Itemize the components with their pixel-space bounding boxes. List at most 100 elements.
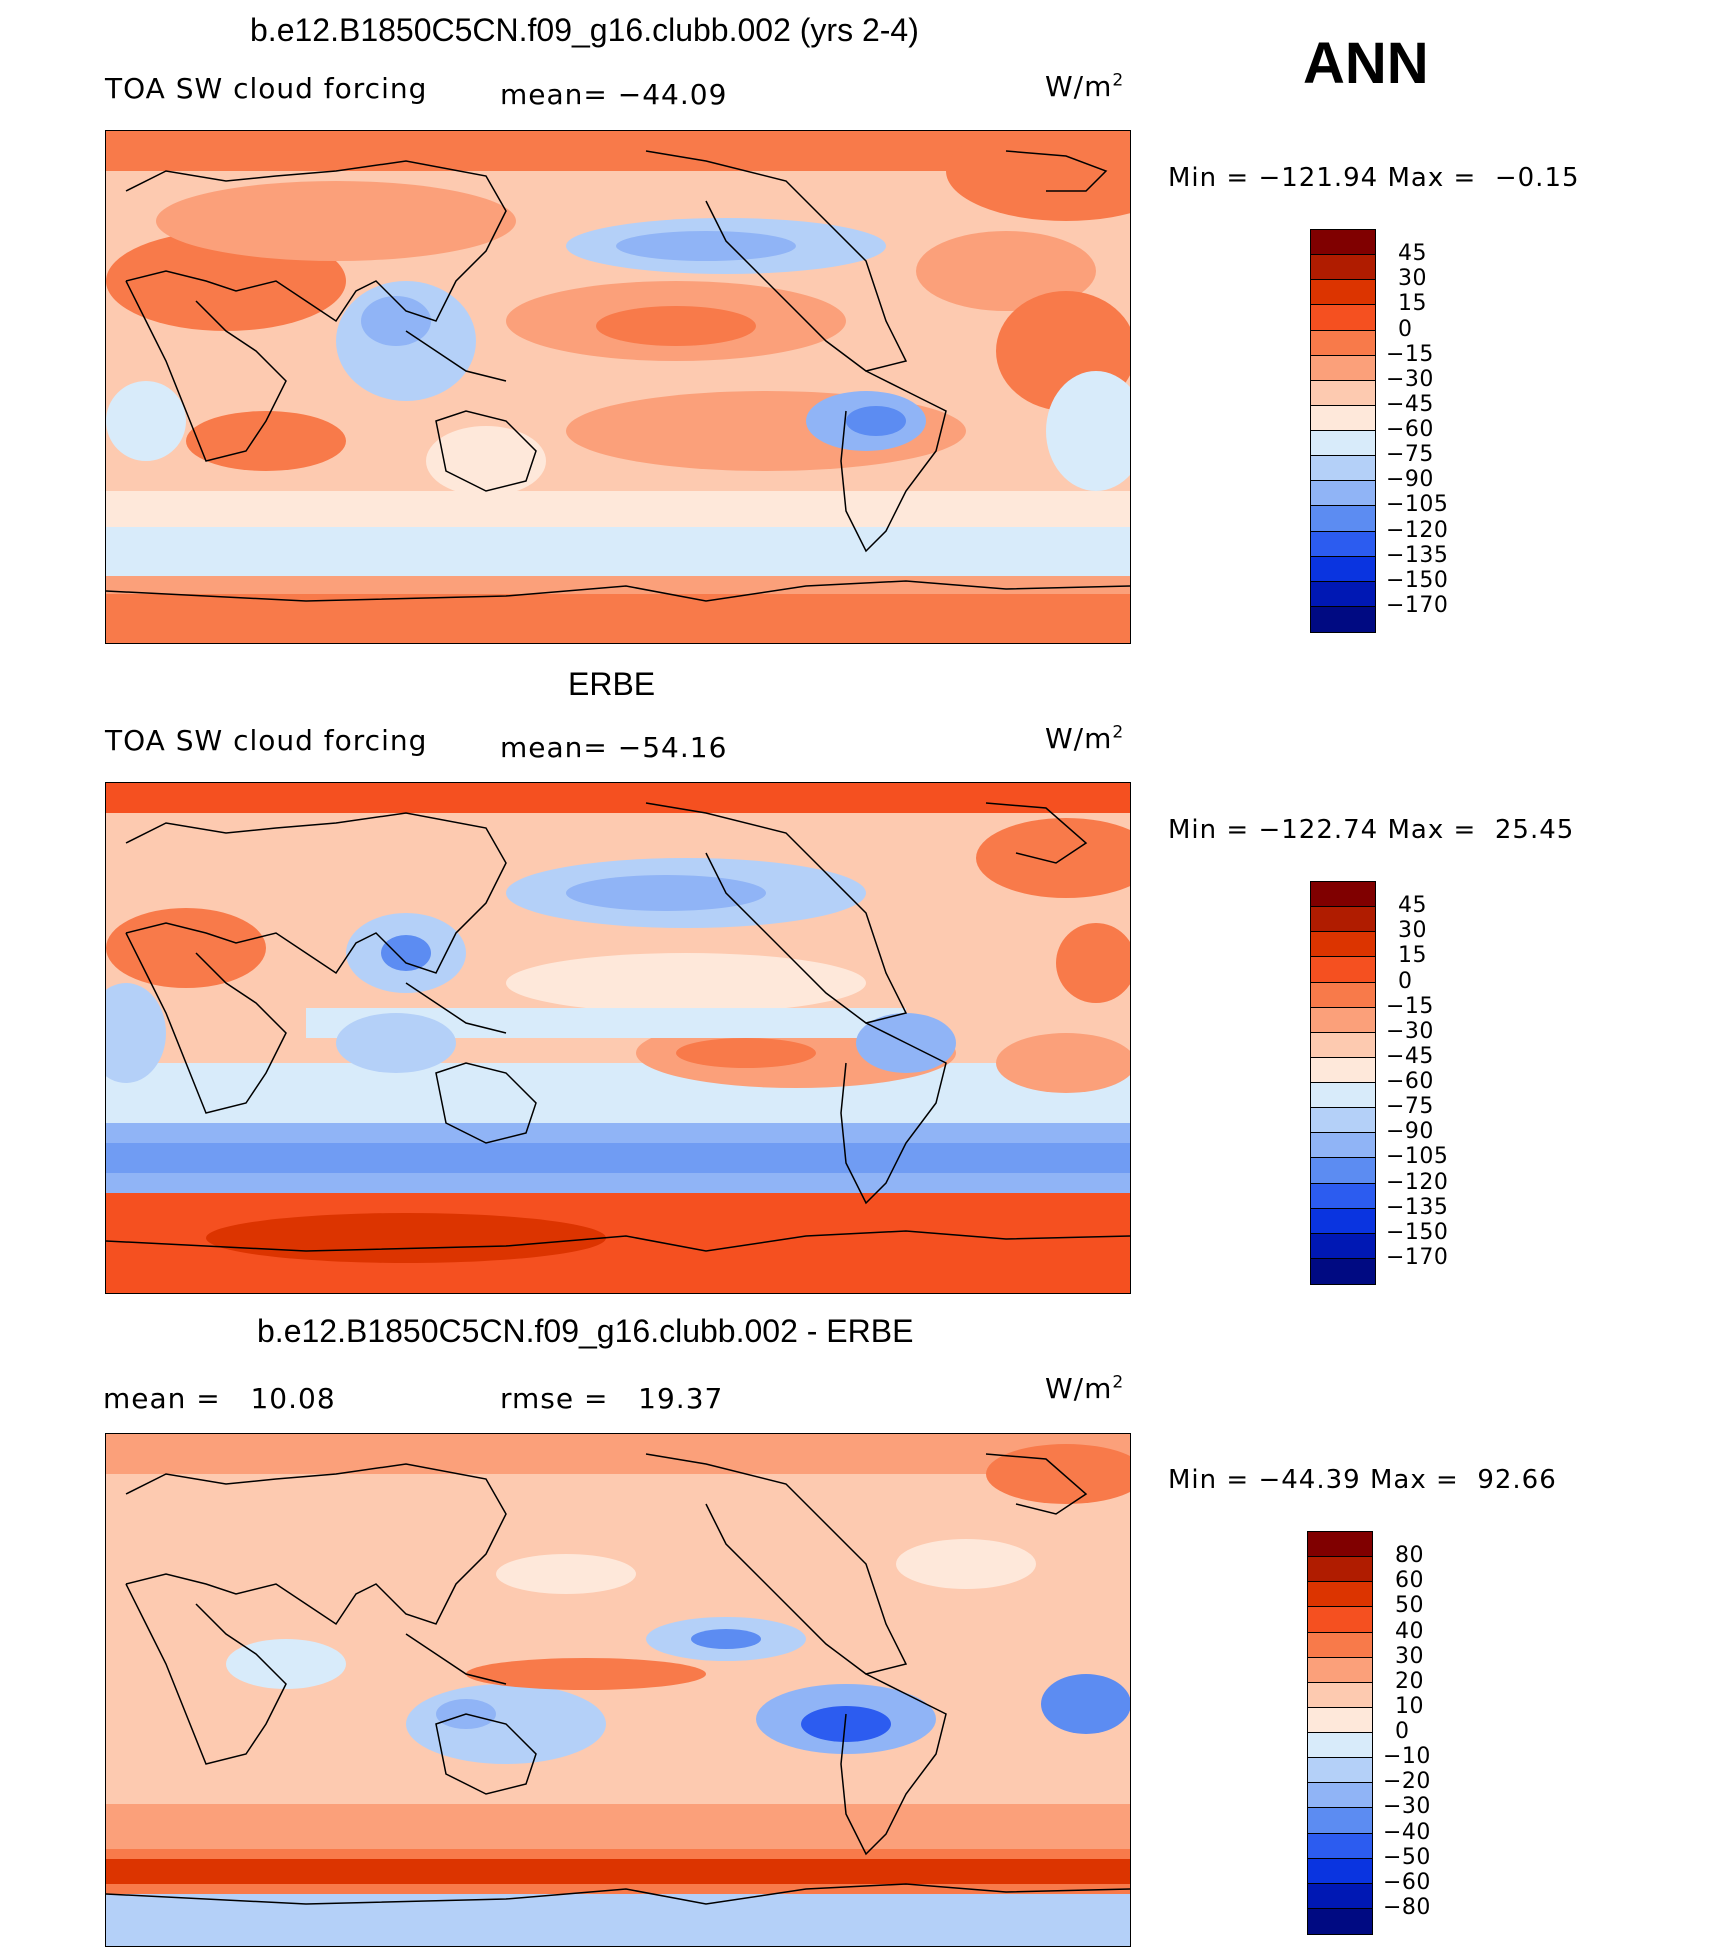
colorbar-swatch [1308, 1557, 1372, 1583]
colorbar-swatch [1311, 1032, 1375, 1058]
colorbar-level-label: −120 [1386, 1169, 1449, 1195]
colorbar-swatch [1311, 1007, 1375, 1033]
colorbar-swatch [1311, 556, 1375, 582]
panel2-minmax: Min = −122.74 Max = 25.45 [1168, 815, 1575, 845]
colorbar-swatch [1311, 531, 1375, 557]
panel3-rmse: rmse = 19.37 [500, 1382, 724, 1415]
panel2-mean: mean= −54.16 [500, 731, 728, 764]
colorbar-swatch [1311, 481, 1375, 507]
colorbar-level-label: −50 [1383, 1844, 1431, 1870]
colorbar-level-label: −20 [1383, 1769, 1431, 1795]
colorbar-level-label: −105 [1386, 1144, 1449, 1170]
colorbar-level-label: 60 [1395, 1568, 1424, 1594]
colorbar-level-label: −75 [1386, 442, 1434, 468]
colorbar-swatch [1311, 431, 1375, 457]
colorbar-swatch [1308, 1758, 1372, 1784]
colorbar-swatch [1311, 330, 1375, 356]
colorbar-level-label: −60 [1383, 1869, 1431, 1895]
colorbar-swatch [1311, 1208, 1375, 1234]
panel1-variable: TOA SW cloud forcing [105, 72, 428, 105]
colorbar-swatch [1311, 380, 1375, 406]
colorbar-level-label: 30 [1395, 1643, 1424, 1669]
colorbar-level-label: 80 [1395, 1543, 1424, 1569]
colorbar-level-label: −80 [1383, 1894, 1431, 1920]
colorbar-swatch [1311, 280, 1375, 306]
panel3-title: b.e12.B1850C5CN.f09_g16.clubb.002 - ERBE [257, 1313, 914, 1349]
colorbar-level-label: −15 [1386, 341, 1434, 367]
colorbar-swatch [1311, 957, 1375, 983]
colorbar-swatch [1311, 1108, 1375, 1134]
colorbar-level-label: −75 [1386, 1094, 1434, 1120]
panel2-title: ERBE [568, 666, 656, 702]
colorbar-swatch [1311, 305, 1375, 331]
colorbar-level-label: 45 [1398, 893, 1427, 919]
colorbar-level-label: −150 [1386, 1219, 1449, 1245]
colorbar-swatch [1311, 982, 1375, 1008]
colorbar-level-label: 0 [1395, 1719, 1410, 1744]
colorbar-level-label: 0 [1398, 316, 1413, 342]
colorbar-swatch [1308, 1682, 1372, 1708]
colorbar-level-label: 30 [1398, 266, 1427, 292]
colorbar-swatch [1308, 1858, 1372, 1884]
colorbar-swatch [1311, 1083, 1375, 1109]
colorbar-level-label: −45 [1386, 391, 1434, 417]
colorbar-swatch [1311, 1183, 1375, 1209]
colorbar-level-label: −135 [1386, 542, 1449, 568]
colorbar-swatch [1308, 1783, 1372, 1809]
panel2-units: W/m2 [1045, 722, 1125, 755]
colorbar-level-label: 30 [1398, 918, 1427, 944]
colorbar-swatch [1308, 1808, 1372, 1834]
colorbar-swatch [1311, 1158, 1375, 1184]
colorbar-swatch [1311, 230, 1375, 256]
colorbar-level-label: 15 [1398, 943, 1427, 969]
panel1-units: W/m2 [1045, 70, 1125, 103]
colorbar-swatch [1308, 1883, 1372, 1909]
colorbar-swatch [1308, 1657, 1372, 1683]
colorbar-level-label: 40 [1395, 1618, 1424, 1644]
colorbar-level-label: 0 [1398, 968, 1413, 994]
colorbar-swatch [1308, 1632, 1372, 1658]
panel2-map [105, 782, 1131, 1294]
colorbar-level-label: −90 [1386, 467, 1434, 493]
colorbar-swatch [1311, 405, 1375, 431]
colorbar-swatch [1311, 1133, 1375, 1159]
colorbar-level-label: 15 [1398, 291, 1427, 317]
colorbar-level-label: −105 [1386, 492, 1449, 518]
colorbar-swatch [1311, 932, 1375, 958]
panel1-minmax: Min = −121.94 Max = −0.15 [1168, 163, 1580, 193]
panel2-variable: TOA SW cloud forcing [105, 724, 428, 757]
colorbar-level-label: −120 [1386, 517, 1449, 543]
colorbar-level-label: 20 [1395, 1668, 1424, 1694]
colorbar-swatch [1311, 907, 1375, 933]
colorbar-level-label: −45 [1386, 1043, 1434, 1069]
colorbar-level-label: −60 [1386, 1069, 1434, 1094]
colorbar-swatch [1308, 1733, 1372, 1759]
season-label: ANN [1303, 31, 1429, 96]
panel3-minmax: Min = −44.39 Max = 92.66 [1168, 1465, 1557, 1495]
panel1-mean: mean= −44.09 [500, 78, 728, 111]
colorbar-level-label: −30 [1386, 366, 1434, 392]
colorbar-swatch [1308, 1908, 1372, 1934]
colorbar-level-label: −10 [1383, 1744, 1431, 1770]
colorbar-level-label: −90 [1386, 1119, 1434, 1145]
colorbar-level-label: −30 [1386, 1018, 1434, 1044]
colorbar-level-label: 45 [1398, 241, 1427, 267]
colorbar-swatch [1308, 1707, 1372, 1733]
panel1-title: b.e12.B1850C5CN.f09_g16.clubb.002 (yrs 2… [250, 12, 919, 48]
colorbar-level-label: −170 [1386, 1244, 1449, 1270]
panel3-mean: mean = 10.08 [103, 1382, 336, 1415]
colorbar-level-label: 10 [1395, 1693, 1424, 1719]
colorbar-swatch [1308, 1582, 1372, 1608]
colorbar-swatch [1311, 882, 1375, 908]
colorbar-swatch [1311, 606, 1375, 632]
colorbar-swatch [1311, 456, 1375, 482]
colorbar-level-label: −60 [1386, 417, 1434, 442]
colorbar-level-label: −40 [1383, 1819, 1431, 1845]
colorbar-swatch [1311, 581, 1375, 607]
colorbar-swatch [1308, 1532, 1372, 1558]
colorbar-swatch [1311, 1057, 1375, 1083]
colorbar-level-label: 50 [1395, 1593, 1424, 1619]
panel1-colorbar [1310, 229, 1376, 633]
colorbar-swatch [1311, 506, 1375, 532]
panel3-colorbar [1307, 1531, 1373, 1935]
